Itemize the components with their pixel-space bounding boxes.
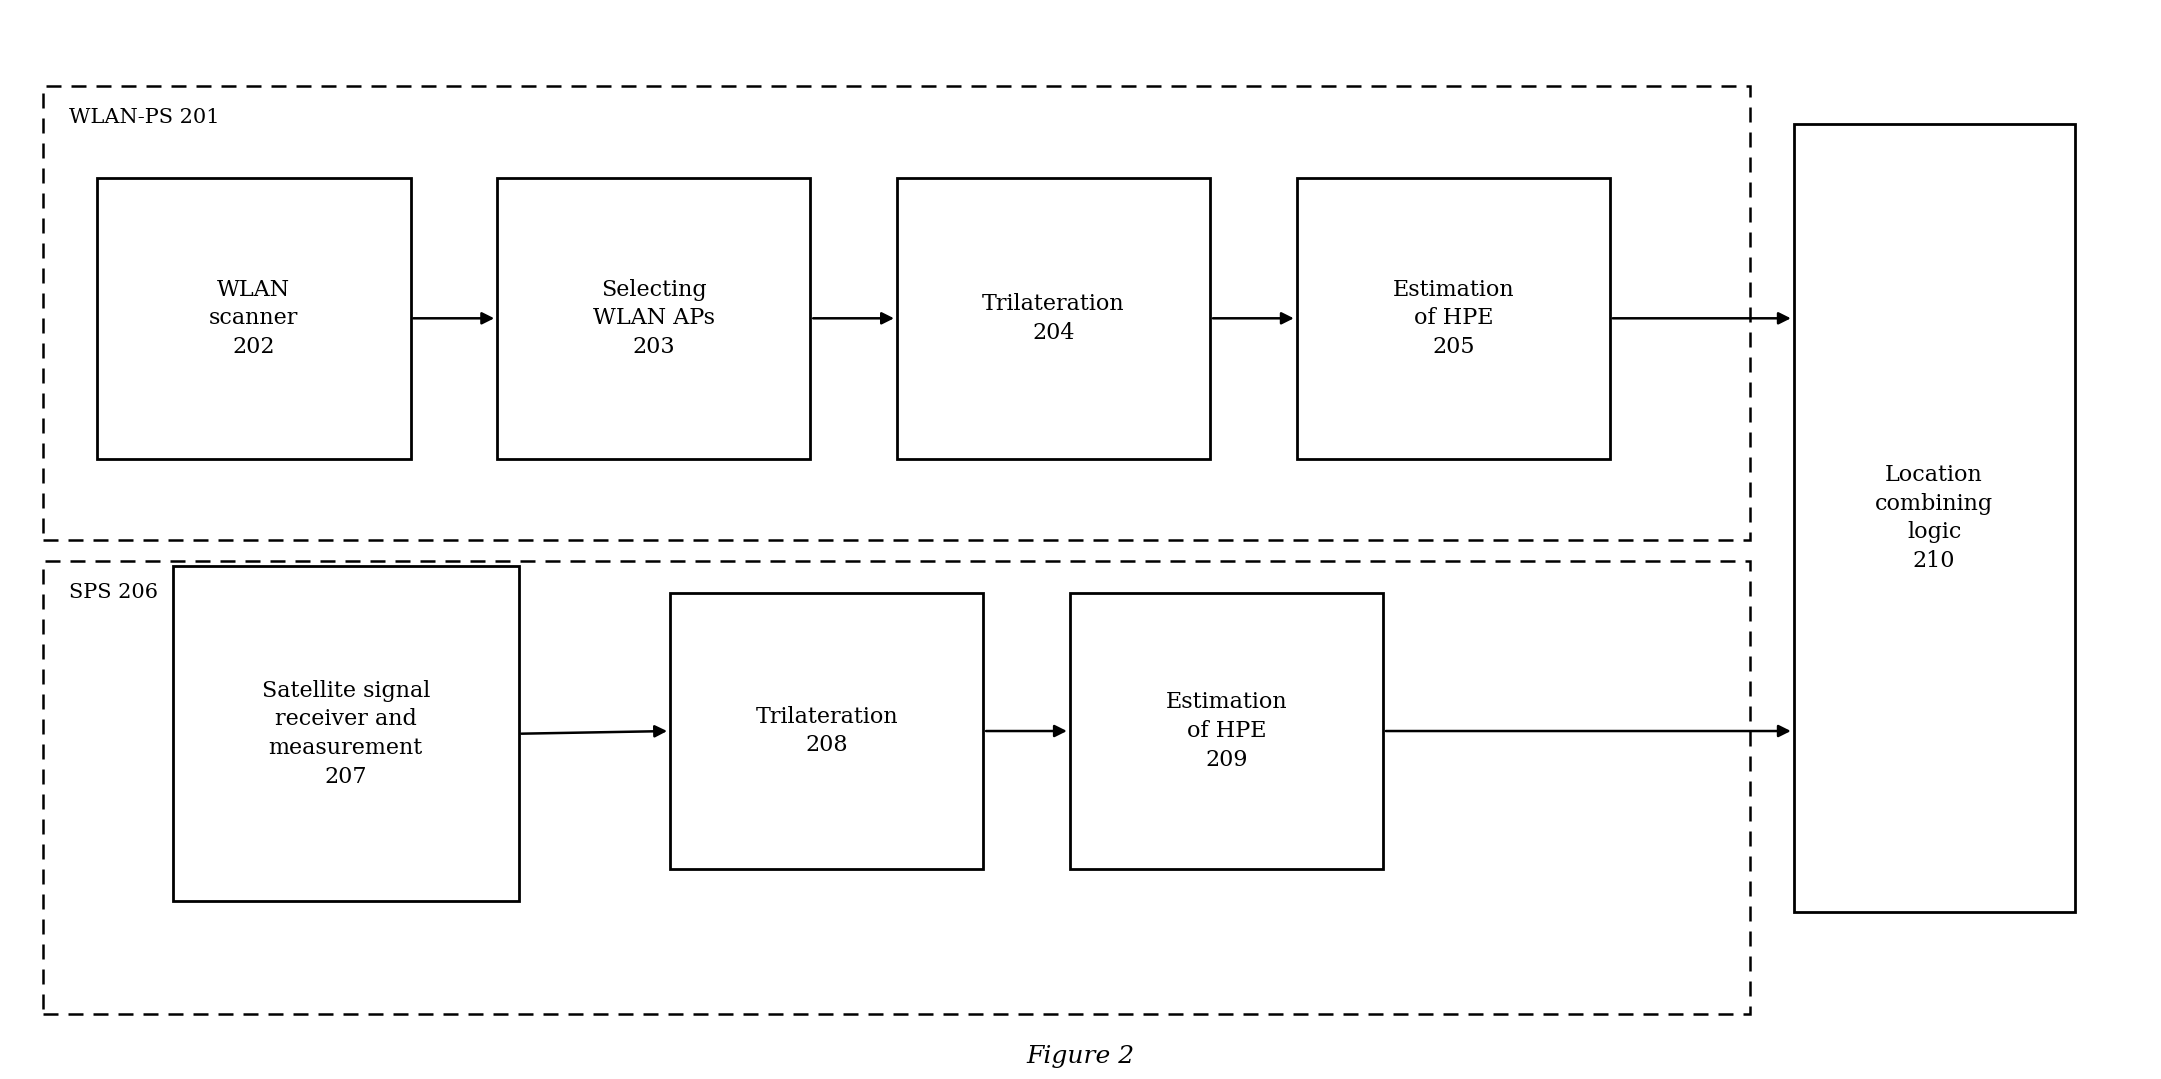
Text: Trilateration
204: Trilateration 204: [983, 292, 1124, 344]
Text: Estimation
of HPE
209: Estimation of HPE 209: [1165, 692, 1288, 770]
Text: Estimation
of HPE
205: Estimation of HPE 205: [1392, 278, 1515, 358]
Text: Trilateration
208: Trilateration 208: [756, 706, 897, 756]
Bar: [1297, 178, 1610, 459]
Bar: [497, 178, 810, 459]
Bar: [43, 86, 1750, 540]
Text: Figure 2: Figure 2: [1026, 1046, 1135, 1068]
Text: WLAN-PS 201: WLAN-PS 201: [69, 108, 220, 127]
Text: Satellite signal
receiver and
measurement
207: Satellite signal receiver and measuremen…: [261, 680, 430, 788]
Bar: [43, 561, 1750, 1014]
Bar: [1794, 124, 2075, 912]
Text: WLAN
scanner
202: WLAN scanner 202: [210, 278, 298, 358]
Bar: [670, 593, 983, 869]
Text: SPS 206: SPS 206: [69, 583, 158, 602]
Bar: [897, 178, 1210, 459]
Bar: [173, 566, 519, 901]
Bar: [1070, 593, 1383, 869]
Bar: [97, 178, 411, 459]
Text: Location
combining
logic
210: Location combining logic 210: [1876, 464, 1992, 572]
Text: Selecting
WLAN APs
203: Selecting WLAN APs 203: [592, 278, 715, 358]
